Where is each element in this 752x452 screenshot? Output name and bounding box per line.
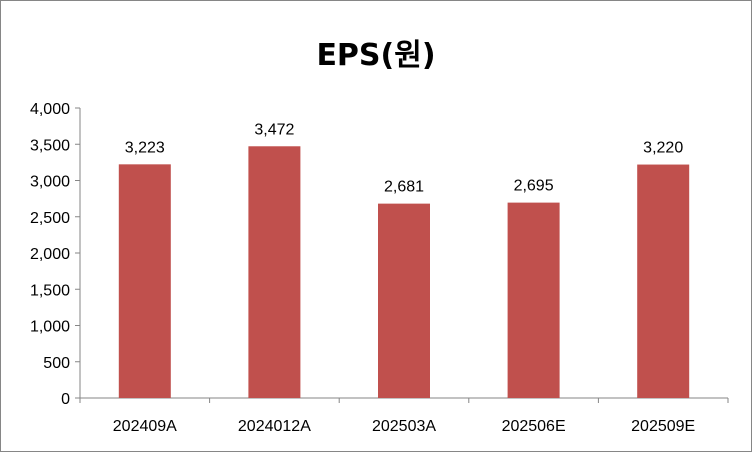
labels: 3,223 202409A 3,472 2024012A 2,681 202503A 2,6… — [113, 121, 695, 435]
bar — [118, 164, 171, 398]
x-tick-label: 202409A — [113, 418, 177, 435]
data-label: 3,223 — [125, 139, 165, 156]
x-tick-label: 202509E — [631, 418, 695, 435]
chart-title: EPS(원) — [316, 38, 436, 73]
data-label: 2,681 — [384, 179, 424, 196]
data-label: 3,220 — [643, 140, 683, 157]
y-tick-label: 0 — [61, 391, 70, 408]
axes: 0 500 1,000 1,500 2,000 2,500 3,000 3,500 4,000 — [30, 101, 729, 408]
y-tick-label: 1,000 — [30, 319, 70, 336]
y-tick-label: 3,500 — [30, 137, 70, 154]
bars — [118, 146, 690, 398]
bar — [378, 203, 430, 398]
bar — [637, 164, 690, 398]
y-tick-label: 2,000 — [30, 246, 70, 263]
y-tick-label: 4,000 — [30, 101, 70, 118]
bar — [507, 202, 560, 398]
y-tick-label: 500 — [43, 355, 70, 372]
x-tick-label: 202503A — [372, 418, 436, 435]
y-tick-label: 1,500 — [30, 282, 70, 299]
y-tick-label: 2,500 — [30, 210, 70, 227]
x-tick-label: 2024012A — [238, 418, 311, 435]
y-tick-label: 3,000 — [30, 174, 70, 191]
bar — [248, 146, 301, 398]
data-label: 2,695 — [514, 178, 554, 195]
data-label: 3,472 — [254, 121, 294, 138]
x-tick-label: 202506E — [502, 418, 566, 435]
